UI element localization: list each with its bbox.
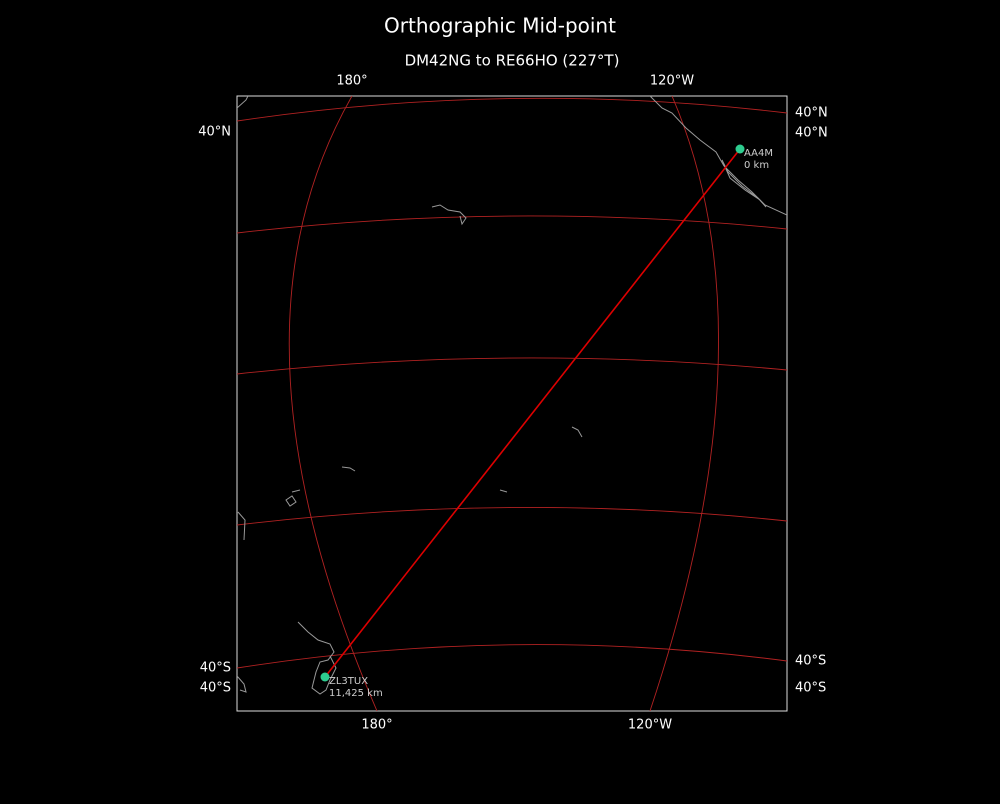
- lat-label: 40°S: [200, 661, 231, 676]
- map-area: AA4M 0 km ZL3TUX 11,425 km: [236, 95, 788, 712]
- map-frame: [236, 95, 788, 712]
- parallel: [237, 644, 787, 669]
- coastline: [297, 621, 337, 695]
- station-marker: [320, 672, 330, 682]
- coastline: [721, 159, 767, 208]
- lon-label: 120°W: [628, 718, 672, 733]
- coastline: [237, 675, 247, 693]
- map-title: Orthographic Mid-point: [384, 14, 616, 38]
- station-distance: 11,425 km: [329, 688, 383, 699]
- parallel: [237, 215, 787, 234]
- station-distance: 0 km: [744, 160, 769, 171]
- lon-label: 180°: [336, 74, 367, 89]
- station-marker: [735, 144, 745, 154]
- parallel: [237, 506, 787, 526]
- map-subtitle: DM42NG to RE66HO (227°T): [405, 52, 620, 70]
- coastline: [431, 204, 467, 226]
- lat-label: 40°N: [198, 125, 231, 140]
- coastline: [237, 426, 583, 541]
- lat-label: 40°S: [200, 681, 231, 696]
- lon-label: 180°: [361, 718, 392, 733]
- parallel: [237, 97, 787, 122]
- coastline: [237, 96, 249, 109]
- parallel: [237, 357, 787, 375]
- great-circle-path: [324, 148, 741, 678]
- lat-label: 40°S: [795, 681, 826, 696]
- station-call: AA4M: [744, 148, 773, 159]
- lat-label: 40°N: [795, 106, 828, 121]
- lat-label: 40°S: [795, 654, 826, 669]
- station-call: ZL3TUX: [329, 676, 368, 687]
- lon-label: 120°W: [650, 74, 694, 89]
- meridian: [649, 96, 719, 711]
- lat-label: 40°N: [795, 126, 828, 141]
- coastline: [285, 489, 301, 507]
- grid-labels: 180° 120°W 180° 120°W 40°N 40°S 40°S 40°…: [198, 74, 828, 733]
- meridian: [288, 96, 378, 711]
